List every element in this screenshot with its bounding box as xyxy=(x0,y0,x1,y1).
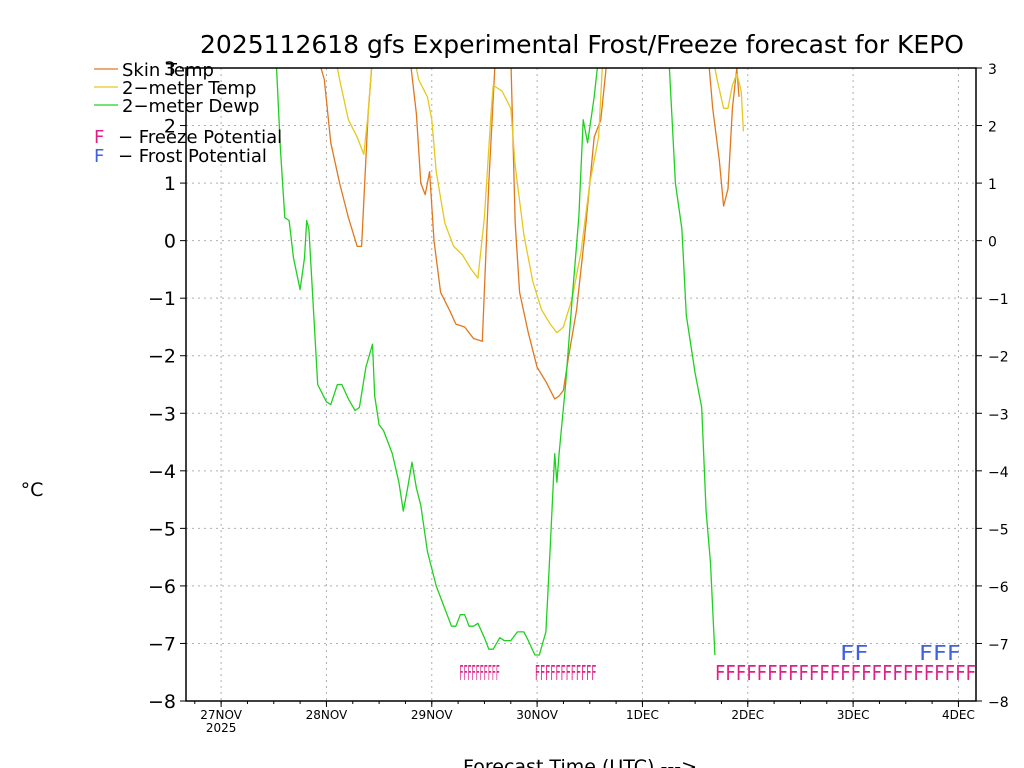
series-lines xyxy=(275,68,745,656)
y-tick-label-right: 0 xyxy=(988,235,997,251)
x-tick-label: 1DEC xyxy=(626,708,659,722)
legend-annotation-label: − Freeze Potential xyxy=(118,127,282,148)
y-tick-label-left: −7 xyxy=(148,633,176,655)
y-tick-label-left: −6 xyxy=(148,576,176,598)
series-line-2-meter-temp xyxy=(336,68,745,334)
y-tick-label-right: −3 xyxy=(988,407,1009,423)
chart-title: 2025112618 gfs Experimental Frost/Freeze… xyxy=(200,30,964,59)
frost-potential-flags: FFF xyxy=(919,641,961,665)
y-tick-label-right: −1 xyxy=(988,292,1009,308)
x-tick-label: 28NOV xyxy=(306,708,348,722)
y-tick-label-left: −3 xyxy=(148,403,176,425)
y-tick-label-left: −5 xyxy=(148,518,176,540)
x-tick-label: 29NOV xyxy=(411,708,453,722)
frost-potential-flags: FF xyxy=(840,641,869,665)
x-tick-label: 2DEC xyxy=(731,708,764,722)
legend-label: 2−meter Dewp xyxy=(122,96,259,117)
y-tick-label-right: −6 xyxy=(988,580,1009,596)
legend-flag-letter: F xyxy=(94,127,104,148)
y-tick-label-left: −2 xyxy=(148,346,176,368)
y-tick-label-left: −8 xyxy=(148,691,176,713)
legend-label: Skin Temp xyxy=(122,60,214,81)
series-line-skin-temp xyxy=(320,68,740,400)
x-tick-label: 30NOV xyxy=(516,708,558,722)
plot-frame xyxy=(185,67,977,702)
y-tick-label-left: 0 xyxy=(164,231,176,253)
potential-flags: FFFFFFFFFF FFFFFFFFFFFF FFFFFFFFFFFFFFFFFF… xyxy=(459,641,976,685)
y-tick-label-right: −5 xyxy=(988,522,1009,538)
legend-label: 2−meter Temp xyxy=(122,78,256,99)
y-tick-label-right: −8 xyxy=(988,695,1009,711)
y-tick-label-left: 2 xyxy=(164,116,176,138)
x-tick-label: 3DEC xyxy=(837,708,870,722)
freeze-potential-flags: FFFFFFFFFFFF xyxy=(535,661,596,685)
y-tick-label-right: −7 xyxy=(988,637,1009,653)
y-tick-label-left: −4 xyxy=(148,461,176,483)
y-tick-label-left: 1 xyxy=(164,173,176,195)
y-axis-ticks: −8 −8 −7 −7 −6 −6 −5 −5 −4 −4 −3 −3 −2 −2 −1 −1 0 0 1 1 2 2 3 3 xyxy=(148,58,1009,713)
legend-annotation-label: − Frost Potential xyxy=(118,146,267,167)
series-line-2-meter-dewp xyxy=(275,68,716,656)
y-tick-label-right: 3 xyxy=(988,62,997,78)
y-axis-label: °C xyxy=(21,479,44,501)
y-tick-label-right: 2 xyxy=(988,120,997,136)
freeze-potential-flags: FFFFFFFFFFFFFFFFFFFFFFFFF xyxy=(715,661,976,685)
x-axis-label: Forecast Time (UTC) ---> xyxy=(463,756,697,768)
freeze-potential-flags: FFFFFFFFFF xyxy=(459,661,499,685)
x-tick-label: 27NOV xyxy=(200,708,242,722)
x-tick-sublabel: 2025 xyxy=(206,721,237,735)
x-tick-label: 4DEC xyxy=(942,708,975,722)
y-tick-label-left: 3 xyxy=(164,58,176,80)
y-tick-label-right: 1 xyxy=(988,177,997,193)
y-tick-label-right: −4 xyxy=(988,465,1009,481)
y-tick-label-left: −1 xyxy=(148,288,176,310)
y-tick-label-right: −2 xyxy=(988,350,1009,366)
legend-flag-letter: F xyxy=(94,146,104,167)
